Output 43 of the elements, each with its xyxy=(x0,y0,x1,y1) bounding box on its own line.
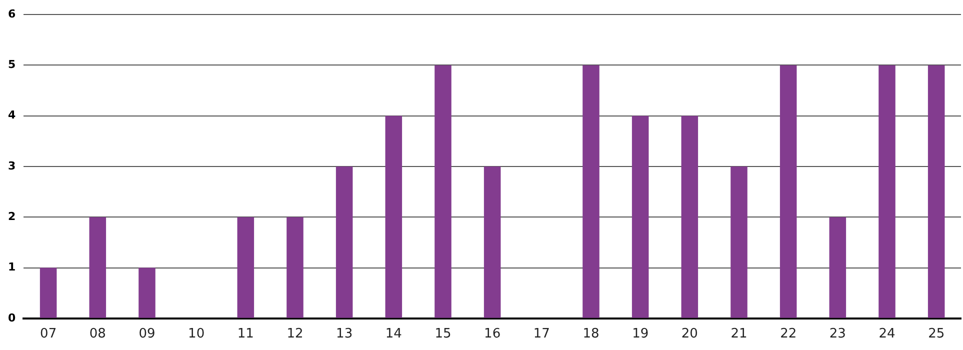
bar xyxy=(89,217,106,318)
x-tick-label: 15 xyxy=(434,326,452,342)
x-tick-label: 17 xyxy=(533,326,550,342)
x-tick-label: 19 xyxy=(632,326,649,342)
x-tick-label: 21 xyxy=(730,326,748,342)
x-tick-label: 18 xyxy=(582,326,600,342)
x-tick-label: 20 xyxy=(681,326,698,342)
bar xyxy=(928,65,945,318)
bar xyxy=(582,65,600,318)
x-tick-label: 11 xyxy=(237,326,254,342)
bar xyxy=(286,217,304,318)
x-tick-label: 08 xyxy=(89,326,106,342)
bar xyxy=(878,65,896,318)
bar xyxy=(434,65,452,318)
x-tick-label: 10 xyxy=(188,326,205,342)
y-tick-label: 4 xyxy=(8,108,16,122)
x-tick-label: 22 xyxy=(780,326,797,342)
y-tick-label: 5 xyxy=(8,58,16,72)
y-tick-label: 0 xyxy=(8,311,16,324)
bar xyxy=(829,217,846,318)
x-tick-label: 24 xyxy=(878,326,896,342)
x-tick-label: 16 xyxy=(484,326,501,342)
bar xyxy=(237,217,254,318)
y-tick-label: 6 xyxy=(8,7,16,20)
bar xyxy=(780,65,797,318)
y-tick-label: 1 xyxy=(8,260,16,274)
x-tick-label: 09 xyxy=(138,326,156,342)
x-tick-label: 07 xyxy=(40,326,57,342)
bar xyxy=(40,268,57,318)
bar xyxy=(681,116,698,318)
x-tick-label: 25 xyxy=(928,326,945,342)
bar xyxy=(730,166,748,318)
bar xyxy=(632,116,649,318)
x-tick-label: 12 xyxy=(286,326,304,342)
x-tick-label: 13 xyxy=(336,326,353,342)
y-tick-label: 3 xyxy=(8,159,16,172)
bar xyxy=(385,116,402,318)
bar xyxy=(336,166,353,318)
bar xyxy=(484,166,501,318)
bar xyxy=(138,268,156,318)
y-tick-label: 2 xyxy=(8,210,16,223)
x-tick-label: 23 xyxy=(829,326,846,342)
x-tick-label: 14 xyxy=(385,326,402,342)
